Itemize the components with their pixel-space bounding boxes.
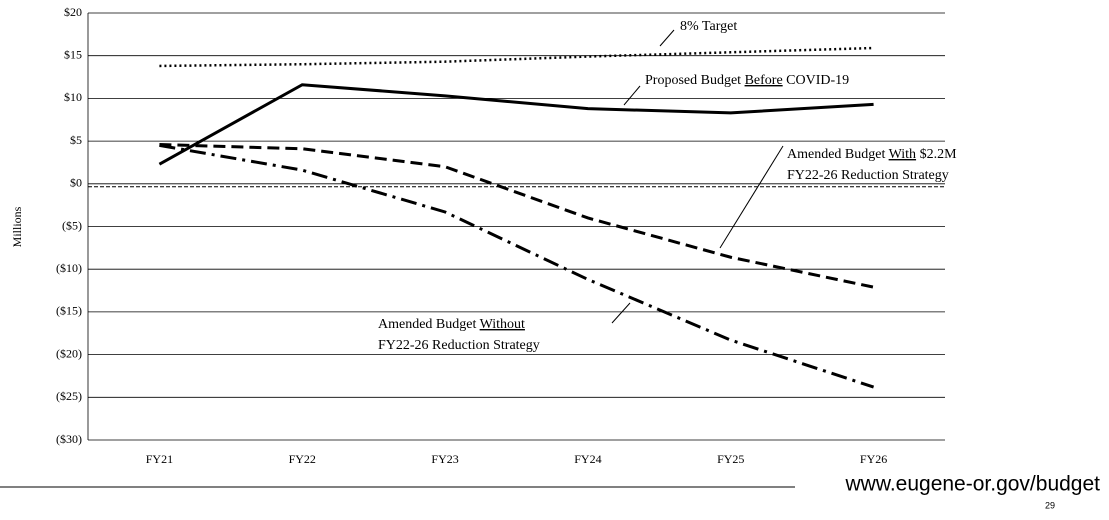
series-line: [159, 143, 875, 389]
annotation-part: Without: [480, 317, 525, 332]
y-tick-label: $10: [64, 90, 82, 104]
series-line: [159, 143, 874, 289]
annotation-part: FY22-26 Reduction Strategy: [787, 168, 949, 183]
series-annotation: FY22-26 Reduction Strategy: [378, 338, 540, 353]
annotation-part: With: [889, 147, 916, 162]
annotation-part: Amended Budget: [378, 317, 480, 332]
x-tick-label: FY24: [574, 452, 601, 466]
series-annotation: 8% Target: [680, 19, 737, 34]
annotation-part: Before: [745, 73, 783, 88]
leader-line: [719, 145, 784, 249]
y-tick-label: ($30): [56, 432, 82, 446]
leader-line: [611, 302, 631, 324]
series-line: [158, 83, 874, 166]
series-annotation: Amended Budget With $2.2M: [787, 147, 957, 162]
annotation-part: FY22-26 Reduction Strategy: [378, 338, 540, 353]
y-tick-label: $15: [64, 47, 82, 61]
footer-url: www.eugene-or.gov/budget: [844, 473, 1100, 496]
y-axis-label: Millions: [10, 206, 24, 247]
series-line: [159, 46, 874, 68]
y-tick-label: ($15): [56, 304, 82, 318]
annotation-part: $2.2M: [916, 147, 957, 162]
x-tick-label: FY22: [289, 452, 316, 466]
series-annotation: Proposed Budget Before COVID-19: [645, 73, 849, 88]
y-tick-label: $0: [70, 176, 82, 190]
y-tick-label: ($5): [62, 218, 82, 232]
x-tick-label: FY25: [717, 452, 744, 466]
x-tick-label: FY23: [431, 452, 458, 466]
annotation-part: Amended Budget: [787, 147, 889, 162]
y-tick-label: ($25): [56, 389, 82, 403]
x-tick-label: FY26: [860, 452, 887, 466]
annotation-part: 8% Target: [680, 19, 737, 34]
x-tick-label: FY21: [146, 452, 173, 466]
annotation-part: Proposed Budget: [645, 73, 745, 88]
leader-line: [659, 29, 675, 47]
series-annotation: Amended Budget Without: [378, 317, 525, 332]
series-annotation: FY22-26 Reduction Strategy: [787, 168, 949, 183]
annotation-part: COVID-19: [783, 73, 850, 88]
y-tick-label: ($10): [56, 261, 82, 275]
y-tick-label: $20: [64, 5, 82, 19]
y-tick-label: $5: [70, 133, 82, 147]
page-number: 29: [1045, 500, 1055, 510]
y-tick-label: ($20): [56, 346, 82, 360]
leader-line: [623, 85, 641, 106]
